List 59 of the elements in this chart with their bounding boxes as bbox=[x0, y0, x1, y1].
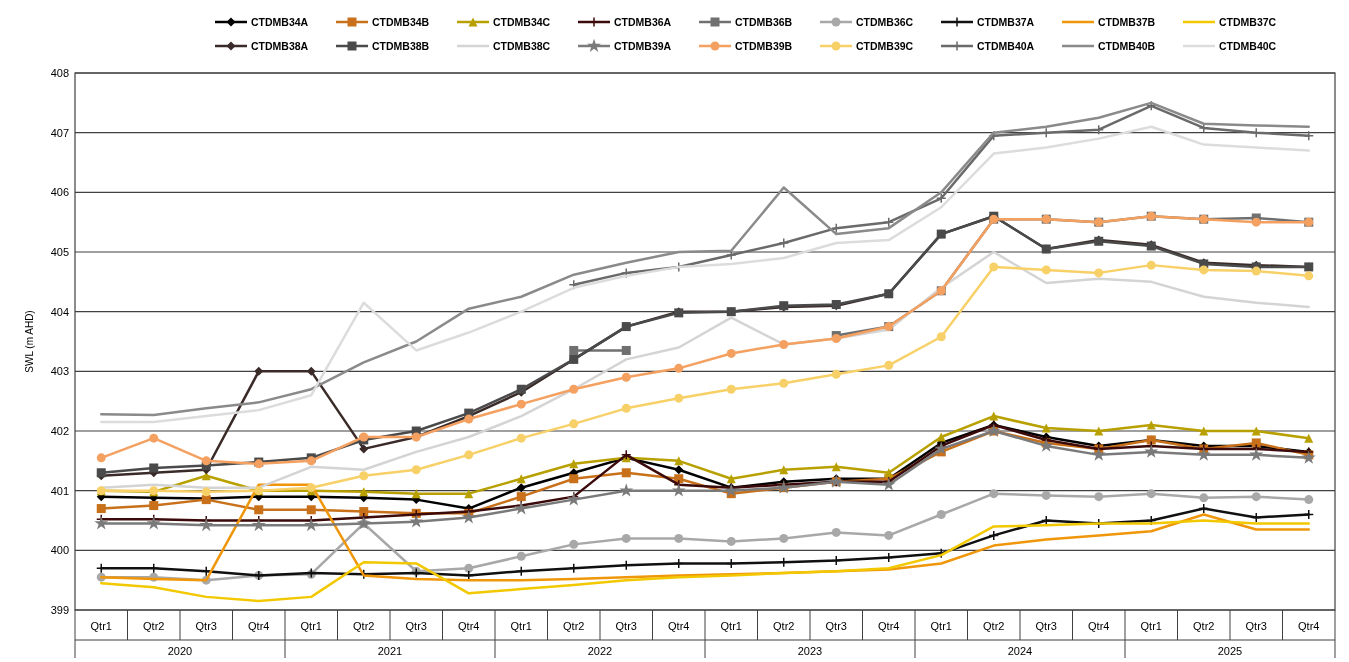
x-tick-label: Qtr2 bbox=[773, 620, 795, 632]
text: 2020 bbox=[167, 645, 193, 657]
x-tick-label: Qtr4 bbox=[248, 620, 270, 632]
x-tick-label: Qtr2 bbox=[983, 620, 1005, 632]
legend-label: CTDMB39C bbox=[856, 39, 914, 52]
legend-label: CTDMB37B bbox=[1098, 15, 1156, 28]
legend-label: CTDMB36B bbox=[735, 15, 793, 28]
legend-label: CTDMB34C bbox=[493, 15, 551, 28]
x-tick-label: Qtr4 bbox=[1298, 620, 1320, 632]
legend-label: CTDMB40C bbox=[1219, 39, 1277, 52]
x-tick-label: Qtr1 bbox=[1140, 620, 1162, 632]
y-tick-label: 402 bbox=[50, 424, 69, 437]
y-tick-label: 403 bbox=[50, 365, 69, 378]
y-tick-label: 408 bbox=[50, 66, 69, 79]
x-tick-label: Qtr1 bbox=[930, 620, 952, 632]
x-tick-label: Qtr3 bbox=[1035, 620, 1057, 632]
x-tick-label: Qtr2 bbox=[1193, 620, 1215, 632]
y-tick-label: 407 bbox=[50, 126, 69, 139]
legend-label: CTDMB34B bbox=[372, 15, 430, 28]
y-tick-label: 404 bbox=[50, 305, 69, 318]
y-tick-label: 401 bbox=[50, 484, 69, 497]
x-tick-label: Qtr4 bbox=[1088, 620, 1110, 632]
legend-label: CTDMB34A bbox=[251, 15, 309, 28]
legend-label: CTDMB38B bbox=[372, 39, 430, 52]
y-tick-label: 405 bbox=[50, 245, 69, 258]
text: 2022 bbox=[587, 645, 613, 657]
y-tick-label: 400 bbox=[50, 544, 69, 557]
x-tick-label: Qtr1 bbox=[510, 620, 532, 632]
text: 2025 bbox=[1217, 645, 1243, 657]
legend-label: CTDMB39B bbox=[735, 39, 793, 52]
legend-label: CTDMB37A bbox=[977, 15, 1035, 28]
x-tick-label: Qtr3 bbox=[615, 620, 637, 632]
x-tick-label: Qtr1 bbox=[300, 620, 322, 632]
x-tick-label: Qtr2 bbox=[563, 620, 585, 632]
x-tick-label: Qtr1 bbox=[720, 620, 742, 632]
text: 2024 bbox=[1007, 645, 1033, 657]
x-tick-label: Qtr4 bbox=[878, 620, 900, 632]
x-tick-label: Qtr3 bbox=[825, 620, 847, 632]
legend-label: CTDMB37C bbox=[1219, 15, 1277, 28]
legend-label: CTDMB39A bbox=[614, 39, 672, 52]
legend-label: CTDMB36A bbox=[614, 15, 672, 28]
y-tick-label: 399 bbox=[50, 603, 69, 616]
x-tick-label: Qtr2 bbox=[353, 620, 375, 632]
x-tick-label: Qtr3 bbox=[1245, 620, 1267, 632]
x-tick-label: Qtr3 bbox=[195, 620, 217, 632]
y-axis-title: SWL (m AHD) bbox=[24, 310, 35, 373]
legend-label: CTDMB38C bbox=[493, 39, 551, 52]
legend-label: CTDMB36C bbox=[856, 15, 914, 28]
x-tick-label: Qtr4 bbox=[458, 620, 480, 632]
x-tick-label: Qtr3 bbox=[405, 620, 427, 632]
text: 2021 bbox=[377, 645, 403, 657]
legend-label: CTDMB40A bbox=[977, 39, 1035, 52]
legend-label: CTDMB40B bbox=[1098, 39, 1156, 52]
y-tick-label: 406 bbox=[50, 186, 69, 199]
x-tick-label: Qtr4 bbox=[668, 620, 690, 632]
x-tick-label: Qtr1 bbox=[90, 620, 112, 632]
text: 2023 bbox=[797, 645, 823, 657]
legend-label: CTDMB38A bbox=[251, 39, 309, 52]
x-tick-label: Qtr2 bbox=[143, 620, 165, 632]
